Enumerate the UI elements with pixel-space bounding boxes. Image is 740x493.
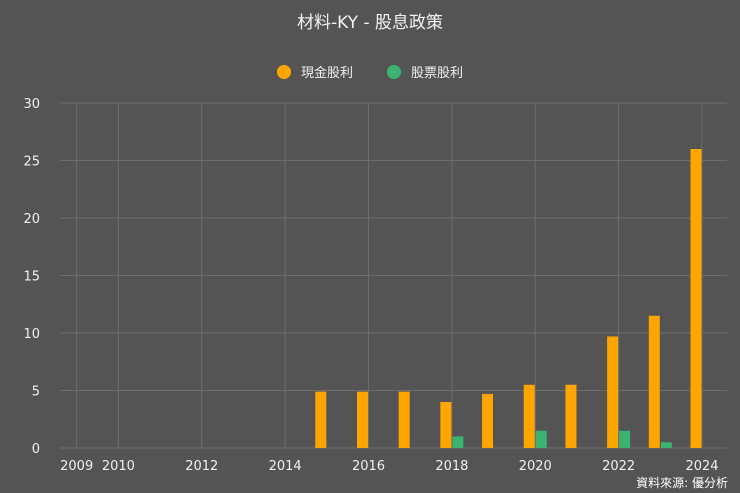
bar-cash-dividend	[440, 402, 452, 448]
x-tick-label: 2010	[102, 459, 135, 474]
x-tick-label: 2018	[435, 459, 468, 474]
bar-cash-dividend	[607, 336, 619, 448]
x-tick-label: 2012	[185, 459, 218, 474]
y-tick-label: 10	[23, 327, 40, 342]
y-tick-label: 0	[32, 442, 40, 457]
y-tick-label: 25	[23, 155, 40, 170]
bar-cash-dividend	[690, 149, 702, 448]
y-tick-label: 15	[23, 270, 40, 285]
x-tick-label: 2014	[269, 459, 302, 474]
bar-cash-dividend	[315, 391, 327, 448]
bar-cash-dividend	[482, 393, 494, 448]
bar-cash-dividend	[523, 384, 535, 448]
source-note: 資料來源: 優分析	[636, 476, 728, 490]
bar-cash-dividend	[398, 391, 410, 448]
legend-label-cash: 現金股利	[300, 66, 353, 81]
y-tick-label: 5	[32, 385, 40, 400]
x-tick-label: 2024	[685, 459, 718, 474]
bar-cash-dividend	[356, 391, 368, 448]
legend-label-stock: 股票股利	[411, 66, 464, 81]
legend-item-cash[interactable]: 現金股利	[276, 62, 353, 81]
bar-stock-dividend	[452, 436, 464, 448]
x-tick-label: 2016	[352, 459, 385, 474]
x-tick-label: 2020	[519, 459, 552, 474]
x-tick-label: 2009	[60, 459, 93, 474]
y-tick-label: 20	[23, 212, 40, 227]
legend-swatch-cash	[276, 64, 291, 79]
bar-stock-dividend	[619, 430, 631, 448]
x-tick-label: 2022	[602, 459, 635, 474]
y-tick-label: 30	[23, 97, 40, 112]
legend: 現金股利 股票股利	[0, 62, 740, 81]
bar-cash-dividend	[648, 315, 660, 448]
bar-cash-dividend	[565, 384, 577, 448]
chart-title: 材料-KY - 股息政策	[296, 13, 443, 33]
bar-stock-dividend	[535, 430, 547, 448]
legend-item-stock[interactable]: 股票股利	[387, 62, 463, 81]
legend-swatch-stock	[387, 64, 401, 79]
bar-stock-dividend	[660, 442, 672, 448]
